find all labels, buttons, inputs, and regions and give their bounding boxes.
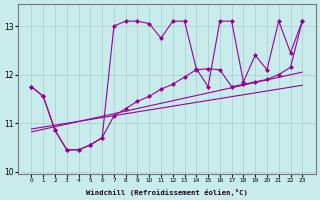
X-axis label: Windchill (Refroidissement éolien,°C): Windchill (Refroidissement éolien,°C) [86, 189, 248, 196]
